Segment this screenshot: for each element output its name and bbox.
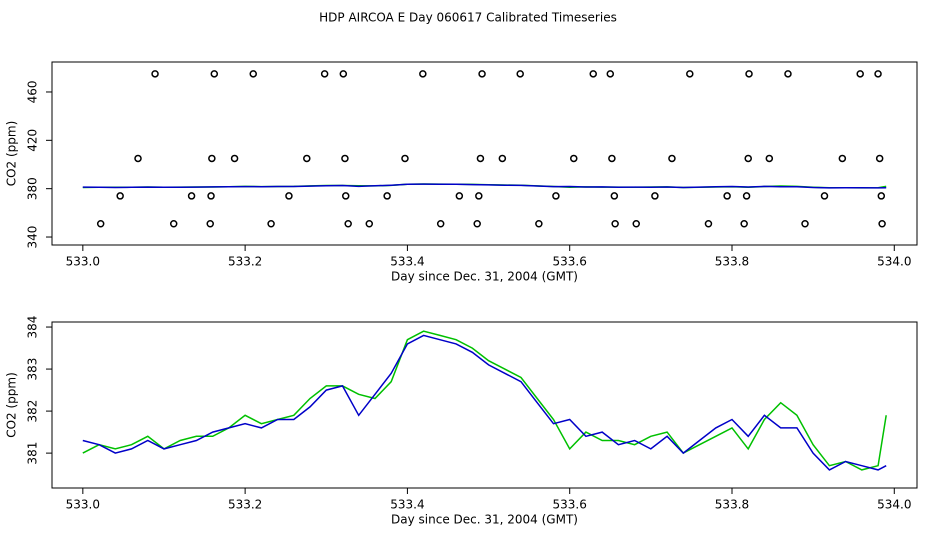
- point: [116, 192, 124, 200]
- point: [589, 70, 597, 78]
- point: [339, 70, 348, 78]
- x-tick-label: 533.4: [390, 498, 424, 512]
- x-tick-label: 534.0: [877, 255, 911, 269]
- x-tick-label: 534.0: [877, 498, 911, 512]
- point: [535, 219, 543, 228]
- y-tick-label: 384: [26, 316, 40, 339]
- point: [570, 154, 578, 163]
- point: [784, 70, 792, 78]
- point: [383, 192, 391, 200]
- x-tick-label: 533.6: [553, 498, 587, 512]
- x-tick-label: 533.2: [228, 498, 262, 512]
- point: [611, 219, 619, 228]
- point: [187, 192, 196, 200]
- point: [686, 70, 694, 78]
- point: [207, 192, 215, 200]
- point: [606, 70, 615, 78]
- point: [151, 70, 159, 78]
- y-tick-label: 381: [26, 442, 40, 465]
- data-line: [82, 334, 887, 471]
- point: [632, 219, 640, 228]
- y-tick-label: 380: [26, 177, 40, 200]
- point: [249, 70, 257, 78]
- y-tick-label: 340: [26, 226, 40, 249]
- y-axis-label: CO2 (ppm): [5, 372, 19, 438]
- point: [230, 154, 239, 163]
- point: [436, 219, 445, 228]
- point: [419, 70, 427, 78]
- point: [498, 154, 507, 163]
- point: [875, 154, 884, 163]
- point: [169, 219, 178, 228]
- point: [96, 219, 105, 228]
- data-line: [82, 330, 887, 471]
- point: [744, 154, 752, 163]
- x-tick-label: 533.0: [66, 255, 100, 269]
- point: [473, 219, 481, 228]
- point: [134, 154, 142, 163]
- point: [320, 70, 329, 78]
- point: [285, 192, 293, 200]
- y-tick-label: 383: [26, 358, 40, 381]
- y-tick-label: 420: [26, 129, 40, 152]
- point: [206, 219, 214, 228]
- point: [552, 192, 560, 200]
- plot-frame: [51, 61, 918, 246]
- x-tick-label: 533.8: [715, 498, 749, 512]
- point: [765, 154, 774, 163]
- x-tick-label: 533.2: [228, 255, 262, 269]
- point: [801, 219, 809, 228]
- point: [341, 192, 350, 200]
- x-tick-label: 533.6: [553, 255, 587, 269]
- point: [344, 219, 352, 228]
- y-tick-label: 382: [26, 400, 40, 423]
- x-axis-label: Day since Dec. 31, 2004 (GMT): [391, 270, 578, 284]
- point: [745, 70, 753, 78]
- x-tick-label: 533.4: [390, 255, 424, 269]
- point: [651, 192, 659, 200]
- point: [740, 219, 748, 228]
- point: [303, 154, 311, 163]
- point: [210, 70, 219, 78]
- y-tick-label: 460: [26, 81, 40, 104]
- point: [455, 192, 464, 200]
- chart-title: HDP AIRCOA E Day 060617 Calibrated Times…: [319, 11, 617, 25]
- point: [723, 192, 731, 200]
- point: [608, 154, 616, 163]
- x-axis-label: Day since Dec. 31, 2004 (GMT): [391, 513, 578, 527]
- point: [874, 70, 882, 78]
- point: [341, 154, 349, 163]
- point: [475, 192, 483, 200]
- point: [820, 192, 829, 200]
- point: [476, 154, 485, 163]
- point: [208, 154, 216, 163]
- point: [401, 154, 409, 163]
- point: [365, 219, 374, 228]
- point: [267, 219, 275, 228]
- x-tick-label: 533.0: [66, 498, 100, 512]
- point: [704, 219, 713, 228]
- point: [838, 154, 847, 163]
- x-tick-label: 533.8: [715, 255, 749, 269]
- y-axis-label: CO2 (ppm): [5, 121, 19, 187]
- point: [610, 192, 619, 200]
- point: [856, 70, 864, 78]
- data-line: [82, 183, 887, 189]
- point: [877, 192, 886, 200]
- point: [742, 192, 751, 200]
- point: [878, 219, 886, 228]
- point: [478, 70, 486, 78]
- point: [516, 70, 524, 78]
- plot-frame: [51, 321, 918, 489]
- point: [668, 154, 676, 163]
